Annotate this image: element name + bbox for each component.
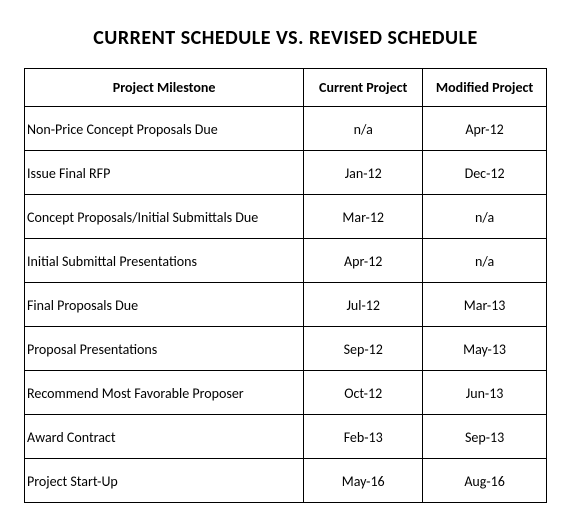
table-header-row: Project Milestone Current Project Modifi…: [25, 69, 547, 107]
cell-modified: Mar-13: [423, 283, 547, 327]
cell-modified: Jun-13: [423, 371, 547, 415]
cell-modified: n/a: [423, 239, 547, 283]
cell-milestone: Initial Submittal Presentations: [25, 239, 304, 283]
cell-milestone: Non-Price Concept Proposals Due: [25, 107, 304, 151]
table-row: Proposal Presentations Sep-12 May-13: [25, 327, 547, 371]
col-header-modified: Modified Project: [423, 69, 547, 107]
cell-modified: Sep-13: [423, 415, 547, 459]
cell-milestone: Issue Final RFP: [25, 151, 304, 195]
cell-current: Sep-12: [304, 327, 423, 371]
table-row: Award Contract Feb-13 Sep-13: [25, 415, 547, 459]
cell-modified: n/a: [423, 195, 547, 239]
table-row: Non-Price Concept Proposals Due n/a Apr-…: [25, 107, 547, 151]
cell-milestone: Concept Proposals/Initial Submittals Due: [25, 195, 304, 239]
cell-milestone: Final Proposals Due: [25, 283, 304, 327]
cell-modified: May-13: [423, 327, 547, 371]
table-row: Concept Proposals/Initial Submittals Due…: [25, 195, 547, 239]
cell-milestone: Proposal Presentations: [25, 327, 304, 371]
cell-current: May-16: [304, 459, 423, 503]
cell-current: Jan-12: [304, 151, 423, 195]
table-row: Final Proposals Due Jul-12 Mar-13: [25, 283, 547, 327]
table-row: Project Start-Up May-16 Aug-16: [25, 459, 547, 503]
table-row: Issue Final RFP Jan-12 Dec-12: [25, 151, 547, 195]
cell-milestone: Project Start-Up: [25, 459, 304, 503]
col-header-milestone: Project Milestone: [25, 69, 304, 107]
cell-current: Apr-12: [304, 239, 423, 283]
cell-current: Oct-12: [304, 371, 423, 415]
cell-modified: Apr-12: [423, 107, 547, 151]
cell-modified: Dec-12: [423, 151, 547, 195]
cell-current: Jul-12: [304, 283, 423, 327]
cell-modified: Aug-16: [423, 459, 547, 503]
cell-current: Mar-12: [304, 195, 423, 239]
page-title: CURRENT SCHEDULE VS. REVISED SCHEDULE: [24, 26, 547, 50]
cell-milestone: Recommend Most Favorable Proposer: [25, 371, 304, 415]
col-header-current: Current Project: [304, 69, 423, 107]
table-row: Initial Submittal Presentations Apr-12 n…: [25, 239, 547, 283]
cell-current: n/a: [304, 107, 423, 151]
schedule-table: Project Milestone Current Project Modifi…: [24, 68, 547, 503]
cell-current: Feb-13: [304, 415, 423, 459]
table-row: Recommend Most Favorable Proposer Oct-12…: [25, 371, 547, 415]
cell-milestone: Award Contract: [25, 415, 304, 459]
